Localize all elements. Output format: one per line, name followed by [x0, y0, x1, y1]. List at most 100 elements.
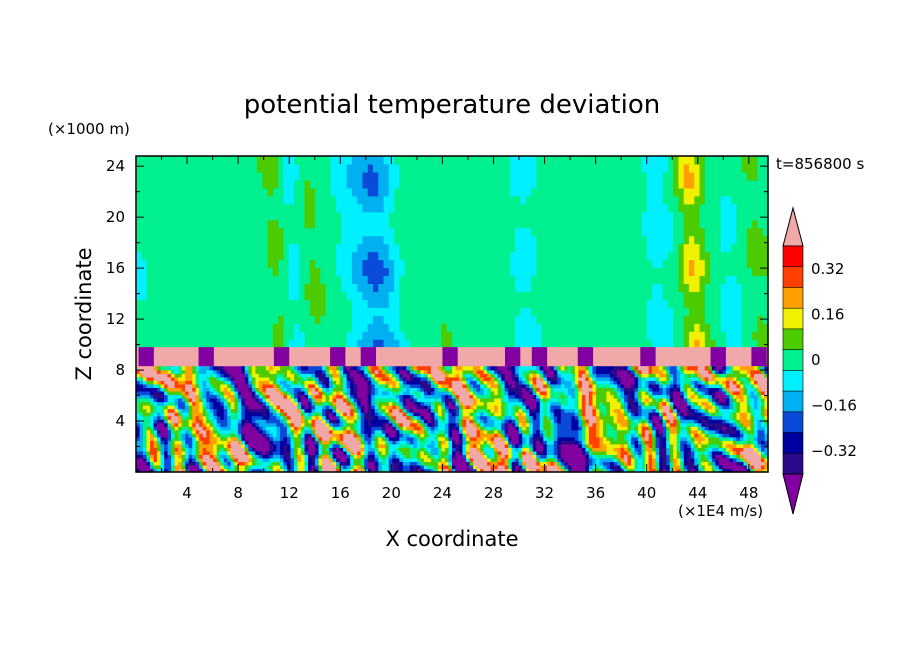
heatmap-cell [351, 187, 358, 197]
heatmap-cell [283, 429, 288, 434]
heatmap-cell [146, 179, 153, 189]
heatmap-cell [325, 227, 332, 237]
heatmap-cell [272, 429, 278, 434]
heatmap-cell [689, 227, 695, 237]
heatmap-cell [315, 251, 321, 261]
heatmap-cell [199, 307, 206, 316]
heatmap-cell [588, 461, 594, 466]
heatmap-cell [267, 267, 274, 277]
heatmap-cell [752, 339, 759, 348]
heatmap-cell [351, 323, 358, 332]
heatmap-cell [499, 163, 506, 173]
heatmap-cell [441, 436, 446, 441]
heatmap-cell [272, 323, 279, 332]
heatmap-cell [241, 179, 248, 189]
heatmap-cell [294, 235, 300, 245]
heatmap-cell [499, 235, 506, 245]
heatmap-cell [385, 464, 390, 470]
heatmap-cell [662, 251, 669, 261]
heatmap-cell [594, 195, 601, 205]
heatmap-cell [736, 235, 743, 245]
heatmap-cell [478, 156, 485, 165]
heatmap-cell [360, 436, 365, 441]
heatmap-cell [436, 291, 443, 300]
heatmap-cell [241, 450, 246, 455]
heatmap-cell [446, 163, 453, 173]
heatmap-cell [466, 440, 471, 445]
heatmap-cell [452, 433, 457, 438]
heatmap-cell [574, 440, 579, 445]
heatmap-cell [399, 457, 404, 463]
heatmap-cell [711, 450, 716, 455]
heatmap-cell [604, 283, 611, 292]
heatmap-cell [659, 457, 664, 463]
heatmap-cell [146, 331, 153, 340]
heatmap-cell [136, 429, 141, 434]
heatmap-cell [509, 187, 516, 197]
heatmap-cell [290, 450, 295, 455]
heatmap-cell [178, 436, 183, 441]
heatmap-cell [399, 235, 406, 245]
heatmap-cell [193, 187, 200, 197]
heatmap-cell [157, 440, 162, 445]
heatmap-cell [564, 436, 569, 441]
heatmap-cell [652, 457, 657, 463]
heatmap-cell [467, 331, 474, 340]
heatmap-cell [157, 211, 163, 221]
heatmap-cell [725, 464, 730, 470]
heatmap-cell [687, 461, 692, 466]
heatmap-cell [388, 179, 395, 189]
heatmap-cell [501, 468, 506, 473]
heatmap-cell [552, 323, 558, 332]
heatmap-cell [683, 323, 690, 332]
heatmap-cell [178, 156, 184, 165]
heatmap-cell [490, 461, 495, 466]
heatmap-cell [701, 433, 706, 438]
heatmap-cell [151, 291, 158, 300]
heatmap-cell [311, 468, 316, 473]
heatmap-cell [452, 156, 458, 165]
heatmap-cell [736, 259, 743, 269]
heatmap-cell [153, 457, 158, 463]
heatmap-cell [278, 307, 285, 316]
heatmap-cell [267, 187, 274, 197]
heatmap-cell [183, 235, 190, 245]
heatmap-cell [409, 267, 416, 277]
heatmap-cell [515, 211, 522, 221]
heatmap-cell [452, 187, 458, 197]
heatmap-cell [272, 461, 278, 466]
heatmap-cell [181, 457, 186, 463]
heatmap-cell [413, 436, 418, 441]
heatmap-cell [383, 315, 390, 324]
heatmap-cell [183, 227, 190, 237]
heatmap-cell [378, 339, 385, 348]
heatmap-cell [725, 211, 732, 221]
heatmap-cell [578, 227, 585, 237]
heatmap-cell [504, 283, 511, 292]
heatmap-cell [520, 283, 527, 292]
heatmap-cell [362, 211, 369, 221]
heatmap-cell [509, 211, 516, 221]
heatmap-cell [283, 468, 288, 473]
heatmap-cell [188, 454, 193, 459]
heatmap-cell [473, 259, 479, 269]
heatmap-cell [193, 331, 200, 340]
heatmap-cell [667, 339, 674, 348]
heatmap-cell [694, 440, 699, 445]
heatmap-cell [394, 171, 400, 181]
heatmap-cell [615, 163, 622, 173]
heatmap-cell [715, 457, 720, 463]
heatmap-cell [279, 443, 285, 448]
heatmap-cell [610, 275, 616, 285]
heatmap-cell [172, 203, 179, 213]
heatmap-cell [188, 211, 195, 221]
heatmap-cell [501, 436, 506, 441]
heatmap-cell [446, 259, 453, 269]
heatmap-cell [367, 171, 374, 181]
heatmap-cell [657, 275, 664, 285]
heatmap-cell [478, 291, 485, 300]
heatmap-cell [162, 211, 169, 221]
heatmap-cell [469, 440, 474, 445]
heatmap-cell [241, 219, 248, 229]
heatmap-cell [430, 331, 437, 340]
